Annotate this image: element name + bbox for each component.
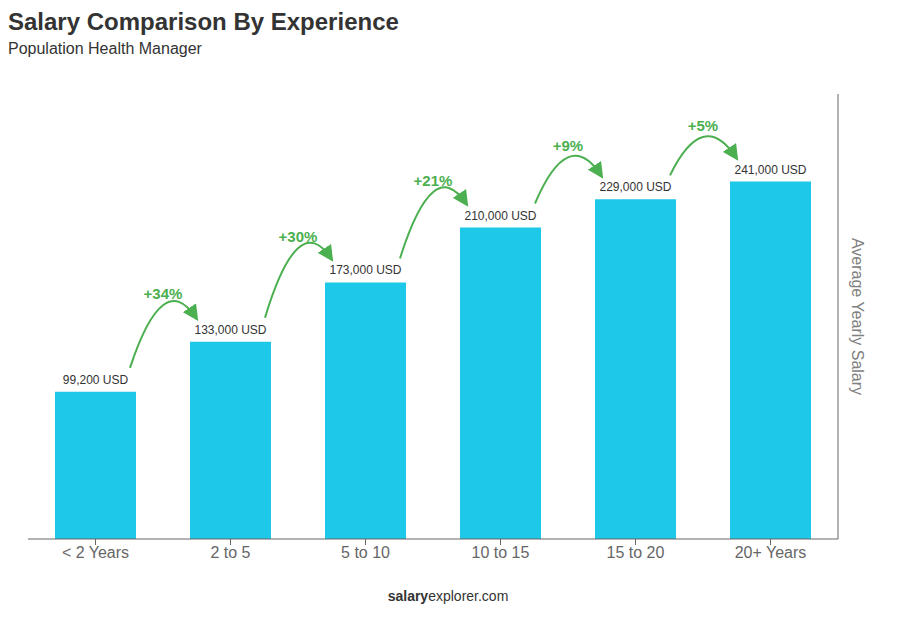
svg-text:+9%: +9%	[553, 137, 583, 154]
svg-text:20+ Years: 20+ Years	[735, 544, 807, 561]
svg-text:99,200 USD: 99,200 USD	[63, 373, 129, 387]
svg-text:+5%: +5%	[688, 117, 718, 134]
svg-text:210,000 USD: 210,000 USD	[464, 209, 536, 223]
svg-text:15 to 20: 15 to 20	[607, 544, 665, 561]
svg-text:10 to 15: 10 to 15	[472, 544, 530, 561]
svg-text:+21%: +21%	[414, 172, 453, 189]
svg-text:173,000 USD: 173,000 USD	[329, 263, 401, 277]
svg-text:Average Yearly Salary: Average Yearly Salary	[849, 238, 866, 395]
svg-text:133,000 USD: 133,000 USD	[194, 323, 266, 337]
html-text:Salary Comparison By Experienc: Salary Comparison By Experience	[8, 8, 399, 35]
svg-text:241,000 USD: 241,000 USD	[734, 163, 806, 177]
html-text:salary explorer.com: salary explorer.com	[387, 588, 509, 604]
html-text:Population Health Manager: Population Health Manager	[8, 40, 202, 57]
svg-text:+30%: +30%	[279, 228, 318, 245]
svg-text:+34%: +34%	[144, 285, 183, 302]
svg-text:< 2 Years: < 2 Years	[62, 544, 129, 561]
svg-text:2 to 5: 2 to 5	[210, 544, 250, 561]
svg-text:5 to 10: 5 to 10	[341, 544, 390, 561]
svg-text:229,000 USD: 229,000 USD	[599, 180, 671, 194]
